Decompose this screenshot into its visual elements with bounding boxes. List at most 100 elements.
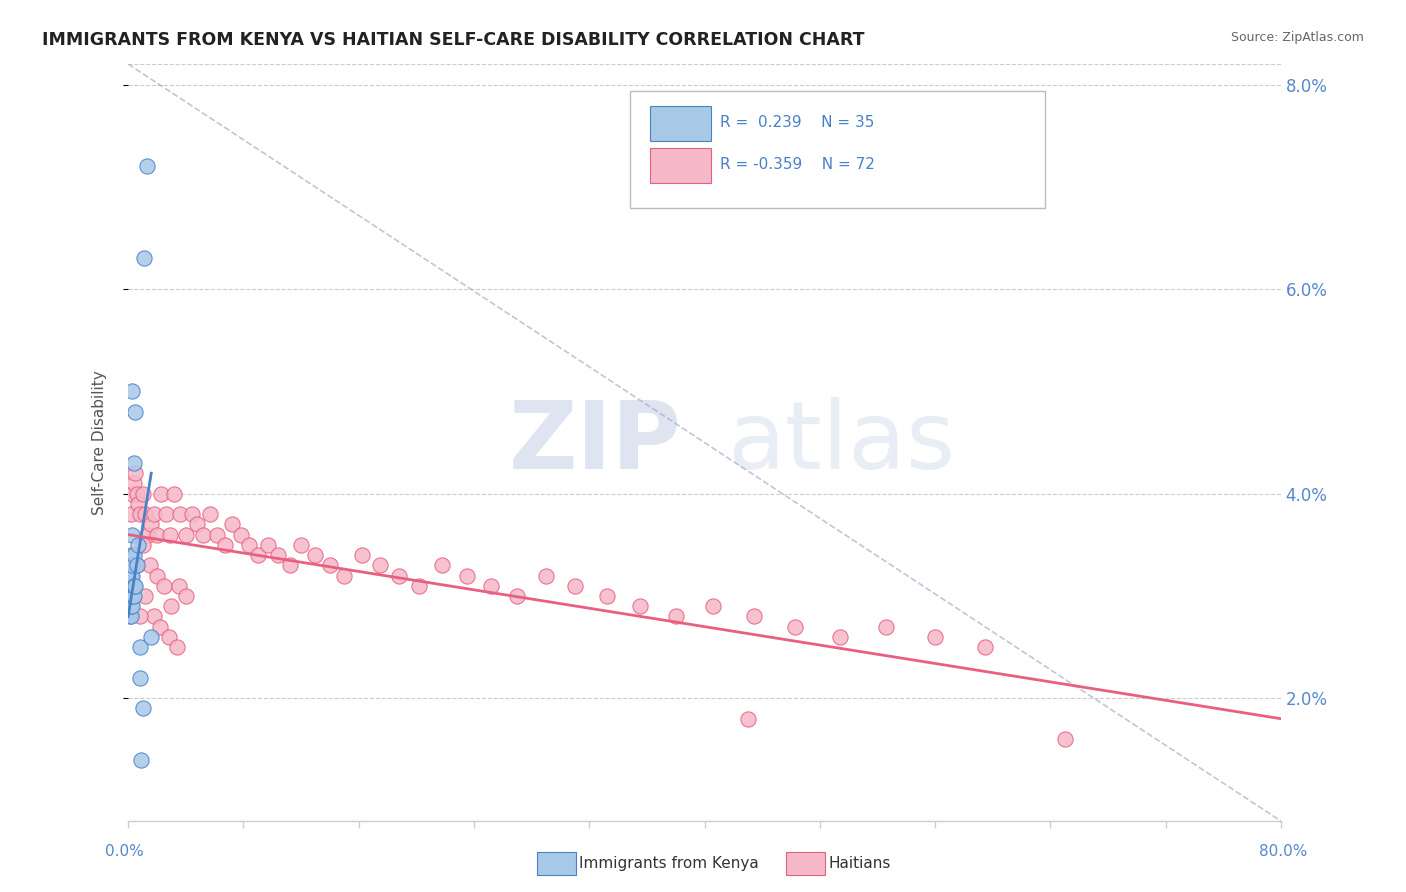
FancyBboxPatch shape [651, 105, 711, 141]
Point [742, 609, 765, 624]
Point [118, 609, 141, 624]
Point [267, 548, 290, 562]
Point [221, 517, 243, 532]
Point [157, 630, 180, 644]
Point [121, 558, 143, 573]
Point [159, 527, 181, 541]
Point [432, 558, 454, 573]
Point [564, 579, 586, 593]
Point [665, 609, 688, 624]
Point [737, 712, 759, 726]
Point [120, 548, 142, 562]
Point [124, 405, 146, 419]
Point [121, 599, 143, 614]
Point [174, 527, 197, 541]
Point [150, 486, 173, 500]
Point [120, 568, 142, 582]
Point [122, 476, 145, 491]
Point [290, 538, 312, 552]
Point [319, 558, 342, 573]
Point [128, 609, 150, 624]
Point [139, 558, 162, 573]
Point [169, 507, 191, 521]
Point [120, 579, 142, 593]
Point [186, 517, 208, 532]
Point [122, 579, 145, 593]
Point [166, 640, 188, 654]
Point [127, 538, 149, 552]
Point [141, 517, 163, 532]
Point [120, 507, 142, 521]
Text: 0.0%: 0.0% [105, 845, 145, 859]
Point [120, 599, 142, 614]
Point [118, 568, 141, 582]
Text: atlas: atlas [727, 397, 956, 489]
Point [828, 630, 851, 644]
Point [121, 384, 143, 399]
Point [785, 620, 807, 634]
Point [257, 538, 280, 552]
Point [350, 548, 373, 562]
Point [160, 599, 183, 614]
Point [122, 456, 145, 470]
Point [200, 507, 222, 521]
Point [121, 589, 143, 603]
Point [120, 609, 142, 624]
Text: IMMIGRANTS FROM KENYA VS HAITIAN SELF-CARE DISABILITY CORRELATION CHART: IMMIGRANTS FROM KENYA VS HAITIAN SELF-CA… [42, 31, 865, 49]
Text: Source: ZipAtlas.com: Source: ZipAtlas.com [1230, 31, 1364, 45]
Point [125, 558, 148, 573]
Point [132, 252, 155, 266]
Point [278, 558, 301, 573]
Point [131, 538, 153, 552]
Point [120, 589, 142, 603]
Point [131, 701, 153, 715]
Point [153, 579, 176, 593]
Point [304, 548, 326, 562]
Point [456, 568, 478, 582]
Point [118, 589, 141, 603]
FancyBboxPatch shape [630, 91, 1045, 208]
Y-axis label: Self-Care Disability: Self-Care Disability [93, 370, 107, 515]
Point [135, 159, 157, 173]
Point [408, 579, 430, 593]
Point [155, 507, 177, 521]
Point [146, 568, 169, 582]
Point [120, 589, 142, 603]
Point [214, 538, 236, 552]
Point [143, 507, 166, 521]
Text: 80.0%: 80.0% [1260, 845, 1308, 859]
Point [875, 620, 897, 634]
Point [479, 579, 502, 593]
Point [143, 609, 166, 624]
Point [1053, 732, 1076, 747]
FancyBboxPatch shape [651, 148, 711, 183]
Point [141, 630, 163, 644]
Point [120, 558, 142, 573]
Point [388, 568, 411, 582]
Point [124, 579, 146, 593]
Point [118, 589, 141, 603]
Point [121, 486, 143, 500]
Point [146, 527, 169, 541]
Point [174, 589, 197, 603]
Point [180, 507, 202, 521]
Point [534, 568, 557, 582]
Point [128, 507, 150, 521]
Point [129, 753, 152, 767]
Text: Haitians: Haitians [828, 856, 890, 871]
Point [128, 671, 150, 685]
Point [125, 486, 148, 500]
Point [333, 568, 356, 582]
Point [149, 620, 172, 634]
Point [124, 467, 146, 481]
Point [229, 527, 252, 541]
Point [506, 589, 529, 603]
Point [702, 599, 724, 614]
Point [974, 640, 997, 654]
Point [368, 558, 391, 573]
Point [128, 640, 150, 654]
Point [131, 486, 153, 500]
Text: ZIP: ZIP [509, 397, 682, 489]
Point [120, 568, 142, 582]
Point [127, 497, 149, 511]
